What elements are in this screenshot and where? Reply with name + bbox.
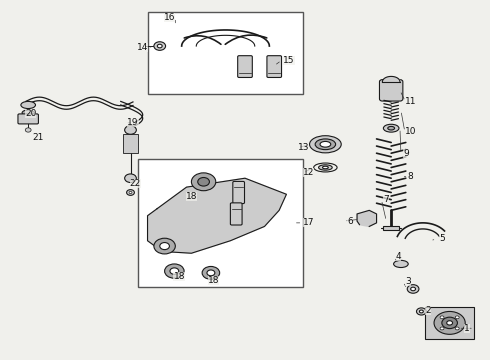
Text: 2: 2 [425, 306, 431, 315]
Text: 15: 15 [283, 56, 294, 65]
Circle shape [202, 266, 220, 279]
Circle shape [407, 285, 419, 293]
Circle shape [25, 128, 31, 132]
Circle shape [126, 190, 134, 195]
Circle shape [154, 238, 175, 254]
Ellipse shape [318, 165, 332, 170]
Ellipse shape [393, 260, 408, 267]
Circle shape [160, 243, 170, 249]
FancyBboxPatch shape [379, 80, 403, 101]
Text: 14: 14 [137, 43, 148, 52]
Text: 7: 7 [383, 195, 389, 204]
Circle shape [434, 311, 465, 334]
FancyBboxPatch shape [267, 56, 282, 77]
FancyBboxPatch shape [230, 203, 242, 225]
Bar [147, 12, 303, 94]
Text: 13: 13 [298, 143, 309, 152]
Circle shape [192, 173, 216, 191]
Circle shape [416, 308, 426, 315]
Circle shape [124, 174, 136, 183]
Bar [138, 158, 303, 287]
Text: 10: 10 [405, 127, 416, 136]
Text: 18: 18 [208, 275, 219, 284]
Circle shape [157, 44, 162, 48]
Text: 20: 20 [25, 109, 36, 118]
Circle shape [440, 316, 444, 319]
Circle shape [440, 327, 444, 330]
Ellipse shape [21, 102, 35, 109]
Text: 11: 11 [405, 97, 416, 106]
Text: 3: 3 [405, 277, 411, 286]
Bar [425, 307, 474, 339]
Circle shape [207, 270, 215, 276]
FancyBboxPatch shape [233, 181, 245, 203]
Bar [123, 134, 138, 153]
Circle shape [411, 287, 416, 291]
Text: 8: 8 [408, 172, 414, 181]
Ellipse shape [320, 141, 331, 147]
Ellipse shape [315, 139, 336, 150]
Ellipse shape [22, 110, 34, 116]
Circle shape [455, 316, 459, 319]
Text: 17: 17 [303, 219, 314, 228]
Circle shape [442, 317, 458, 329]
Circle shape [154, 42, 166, 50]
Ellipse shape [322, 166, 328, 169]
Polygon shape [147, 178, 287, 253]
Text: 19: 19 [127, 118, 139, 127]
Ellipse shape [383, 124, 399, 132]
Text: 4: 4 [395, 252, 401, 261]
Ellipse shape [310, 136, 341, 153]
Text: 21: 21 [32, 132, 44, 141]
Circle shape [447, 321, 453, 325]
Text: 18: 18 [173, 272, 185, 281]
Bar [383, 226, 399, 230]
Text: 18: 18 [186, 192, 197, 201]
Circle shape [170, 268, 179, 274]
FancyBboxPatch shape [18, 114, 38, 124]
Circle shape [129, 192, 132, 194]
Circle shape [165, 264, 184, 278]
Polygon shape [357, 210, 376, 226]
Circle shape [198, 177, 209, 186]
Circle shape [455, 327, 459, 330]
Text: 1: 1 [464, 324, 469, 333]
Text: 16: 16 [164, 13, 175, 22]
Circle shape [419, 310, 423, 313]
Text: 22: 22 [130, 179, 141, 188]
Text: 5: 5 [440, 234, 445, 243]
Circle shape [124, 126, 136, 134]
Text: 9: 9 [403, 149, 409, 158]
Ellipse shape [388, 126, 394, 130]
FancyBboxPatch shape [238, 56, 252, 77]
Text: 6: 6 [347, 217, 353, 226]
Text: 12: 12 [303, 168, 314, 177]
